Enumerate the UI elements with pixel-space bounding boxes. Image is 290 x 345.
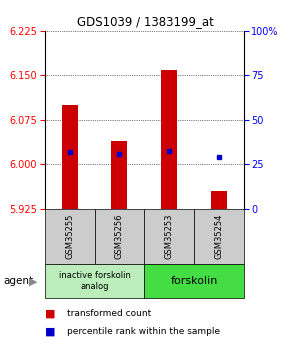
Text: ▶: ▶ <box>29 276 38 286</box>
Text: GSM35256: GSM35256 <box>115 214 124 259</box>
Text: GSM35254: GSM35254 <box>214 214 223 259</box>
Bar <box>45 209 95 264</box>
Text: forskolin: forskolin <box>170 276 218 286</box>
Bar <box>144 209 194 264</box>
Text: GSM35255: GSM35255 <box>65 214 74 259</box>
Text: agent: agent <box>3 276 33 286</box>
Bar <box>161 70 177 209</box>
Bar <box>111 141 127 209</box>
Bar <box>62 105 78 209</box>
Bar <box>95 209 144 264</box>
Text: transformed count: transformed count <box>67 309 151 318</box>
Text: GSM35253: GSM35253 <box>165 214 174 259</box>
Text: ■: ■ <box>45 309 55 319</box>
Bar <box>194 209 244 264</box>
Text: ■: ■ <box>45 326 55 336</box>
Text: inactive forskolin
analog: inactive forskolin analog <box>59 271 130 291</box>
Text: GDS1039 / 1383199_at: GDS1039 / 1383199_at <box>77 16 213 29</box>
Bar <box>211 191 227 209</box>
Text: percentile rank within the sample: percentile rank within the sample <box>67 327 220 336</box>
Bar <box>45 264 144 298</box>
Bar <box>144 264 244 298</box>
